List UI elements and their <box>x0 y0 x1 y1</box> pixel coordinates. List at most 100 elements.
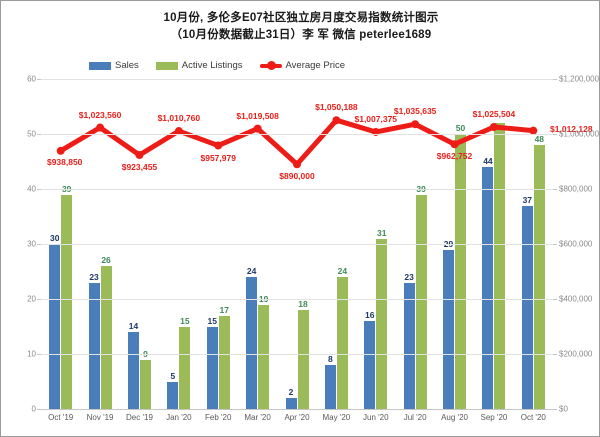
bar-label-sales: 44 <box>483 156 493 166</box>
legend-swatch-active-listings <box>155 61 178 70</box>
bar-sales[interactable] <box>167 381 179 409</box>
bar-label-sales: 23 <box>404 271 414 282</box>
bar-label-active-listings: 17 <box>219 304 229 315</box>
legend-item-active-listings[interactable]: Active Listings <box>155 60 243 71</box>
legend-label: Active Listings <box>181 60 243 71</box>
x-axis-label: Nov '19 <box>86 413 114 422</box>
bar-active-listings[interactable] <box>455 134 467 409</box>
y-axis-right-tick-mark <box>553 354 557 355</box>
bar-label-sales: 24 <box>246 266 257 276</box>
x-axis-label: Mar '20 <box>244 413 271 422</box>
y-axis-right-tick-mark <box>553 244 557 245</box>
x-axis-baseline <box>41 409 553 410</box>
bar-sales[interactable] <box>521 205 533 409</box>
bar-label-active-listings: 26 <box>101 255 111 265</box>
plot-area: 3039232614951515172419218824163123392950… <box>27 75 599 414</box>
gridline <box>41 189 553 190</box>
bar-sales[interactable] <box>127 332 139 409</box>
bar-active-listings[interactable] <box>218 315 230 409</box>
bar-active-listings[interactable] <box>179 326 191 409</box>
bar-active-listings[interactable] <box>139 359 151 409</box>
bar-label-sales: 37 <box>522 194 533 205</box>
x-axis-label: Jun '20 <box>362 413 389 422</box>
y-axis-right-tick: $600,000 <box>559 239 593 249</box>
y-axis-left-tick-mark <box>37 409 41 410</box>
chart-title: 10月份, 多伦多E07社区独立房月度交易指数统计图示 （10月份数据截止31日… <box>1 10 599 44</box>
x-axis-label: Oct '19 <box>48 413 74 422</box>
y-axis-left-tick: 60 <box>27 74 36 84</box>
y-axis-left-tick-mark <box>37 354 41 355</box>
bar-active-listings[interactable] <box>100 266 112 409</box>
bar-label-sales: 15 <box>207 315 217 326</box>
bar-sales[interactable] <box>285 398 297 409</box>
bar-sales[interactable] <box>482 167 494 409</box>
chart-title-line-2: （10月份数据截止31日）李 军 微信 peterlee1689 <box>170 29 432 41</box>
bars-layer: 3039232614951515172419218824163123392950… <box>41 79 553 409</box>
bar-active-listings[interactable] <box>376 238 388 409</box>
bar-label-active-listings: 24 <box>337 266 348 276</box>
y-axis-right-tick: $200,000 <box>559 349 593 359</box>
bar-label-active-listings: 19 <box>247 294 281 304</box>
bar-label-sales: 30 <box>49 233 60 243</box>
x-axis-label: Dec '19 <box>126 413 153 422</box>
x-axis-label: Aug '20 <box>441 413 468 422</box>
y-axis-right-tick-mark <box>553 189 557 190</box>
y-axis-right-tick: $800,000 <box>559 184 593 194</box>
bar-sales[interactable] <box>206 326 218 409</box>
y-axis-left-tick: 40 <box>27 184 36 194</box>
legend-item-sales[interactable]: Sales <box>89 60 139 71</box>
bar-label-active-listings: 39 <box>404 184 438 194</box>
bar-sales[interactable] <box>49 244 61 409</box>
gridline <box>41 134 553 135</box>
x-axis-label: Sep '20 <box>480 413 508 422</box>
bar-active-listings[interactable] <box>258 304 270 409</box>
y-axis-left-tick-mark <box>37 134 41 135</box>
legend-label: Sales <box>115 60 139 71</box>
bar-active-listings[interactable] <box>533 145 545 409</box>
legend-label: Average Price <box>285 60 346 71</box>
bar-label-sales: 23 <box>89 271 99 282</box>
bar-active-listings[interactable] <box>336 277 348 409</box>
y-axis-left-tick-mark <box>37 244 41 245</box>
x-axis-label: Apr '20 <box>284 413 310 422</box>
y-axis-left-tick: 0 <box>31 404 36 414</box>
bar-active-listings[interactable] <box>415 194 427 409</box>
bar-label-active-listings: 9 <box>128 349 162 359</box>
legend-swatch-average-price <box>259 60 282 70</box>
bar-sales[interactable] <box>364 321 376 409</box>
bar-label-sales: 2 <box>288 387 294 397</box>
bar-label-active-listings: 50 <box>455 123 466 133</box>
bar-sales[interactable] <box>443 249 455 409</box>
bar-sales[interactable] <box>88 282 100 409</box>
bar-sales[interactable] <box>246 277 258 409</box>
y-axis-left-tick-mark <box>37 189 41 190</box>
chart-legend: Sales Active Listings Average Price <box>89 60 345 71</box>
bar-label-active-listings: 31 <box>377 227 387 238</box>
x-axis-label: Jul '20 <box>403 413 427 422</box>
bar-label-sales: 29 <box>432 239 466 249</box>
y-axis-left-tick: 30 <box>27 239 36 249</box>
x-axis-label: Jan '20 <box>166 413 192 422</box>
x-axis-label: May '20 <box>322 413 351 422</box>
x-axis-label: Oct '20 <box>520 413 546 422</box>
bar-label-sales: 14 <box>128 321 139 331</box>
bar-sales[interactable] <box>324 365 336 409</box>
bar-active-listings[interactable] <box>297 310 309 409</box>
y-axis-right-tick-mark <box>553 79 557 80</box>
bar-active-listings[interactable] <box>61 194 73 409</box>
bar-label-sales: 8 <box>328 354 333 364</box>
y-axis-right-tick: $1,000,000 <box>559 129 600 139</box>
y-axis-left-tick: 10 <box>27 349 36 359</box>
bar-label-active-listings: 15 <box>180 315 190 326</box>
y-axis-left-tick-mark <box>37 299 41 300</box>
bar-sales[interactable] <box>403 282 415 409</box>
legend-swatch-sales <box>89 61 111 70</box>
bar-active-listings[interactable] <box>494 123 506 409</box>
bar-label-active-listings: 48 <box>534 134 545 144</box>
y-axis-right-tick-mark <box>553 299 557 300</box>
y-axis-right-tick-mark <box>553 134 557 135</box>
legend-item-average-price[interactable]: Average Price <box>259 60 346 71</box>
y-axis-left-tick-mark <box>37 79 41 80</box>
bar-label-sales: 16 <box>365 310 375 320</box>
y-axis-right-tick: $400,000 <box>559 294 593 304</box>
